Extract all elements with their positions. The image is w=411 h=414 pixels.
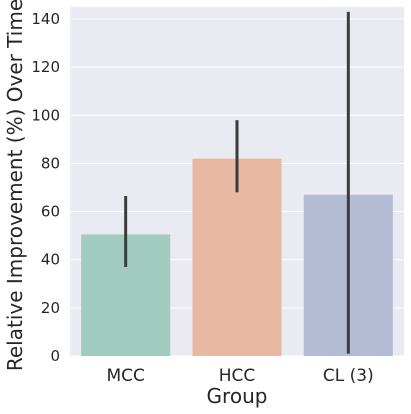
x-tick-label: CL (3) (323, 366, 374, 386)
y-tick-label: 100 (31, 106, 60, 124)
y-tick-label: 80 (41, 154, 60, 172)
y-tick-label: 140 (31, 10, 60, 28)
y-tick-label: 120 (31, 58, 60, 76)
x-tick-labels: MCC HCC CL (3) (106, 366, 373, 386)
y-axis-title: Relative Improvement (%) Over Time (3, 0, 27, 371)
y-tick-labels: 0 20 40 60 80 100 120 140 (31, 10, 60, 365)
x-tick-label: HCC (219, 366, 256, 386)
y-tick-label: 60 (41, 203, 60, 221)
y-tick-label: 0 (50, 347, 60, 365)
x-axis-title: Group (207, 384, 268, 408)
error-bars (124, 11, 350, 354)
y-tick-label: 20 (41, 299, 60, 317)
x-tick-label: MCC (106, 366, 144, 386)
y-tick-label: 40 (41, 251, 60, 269)
